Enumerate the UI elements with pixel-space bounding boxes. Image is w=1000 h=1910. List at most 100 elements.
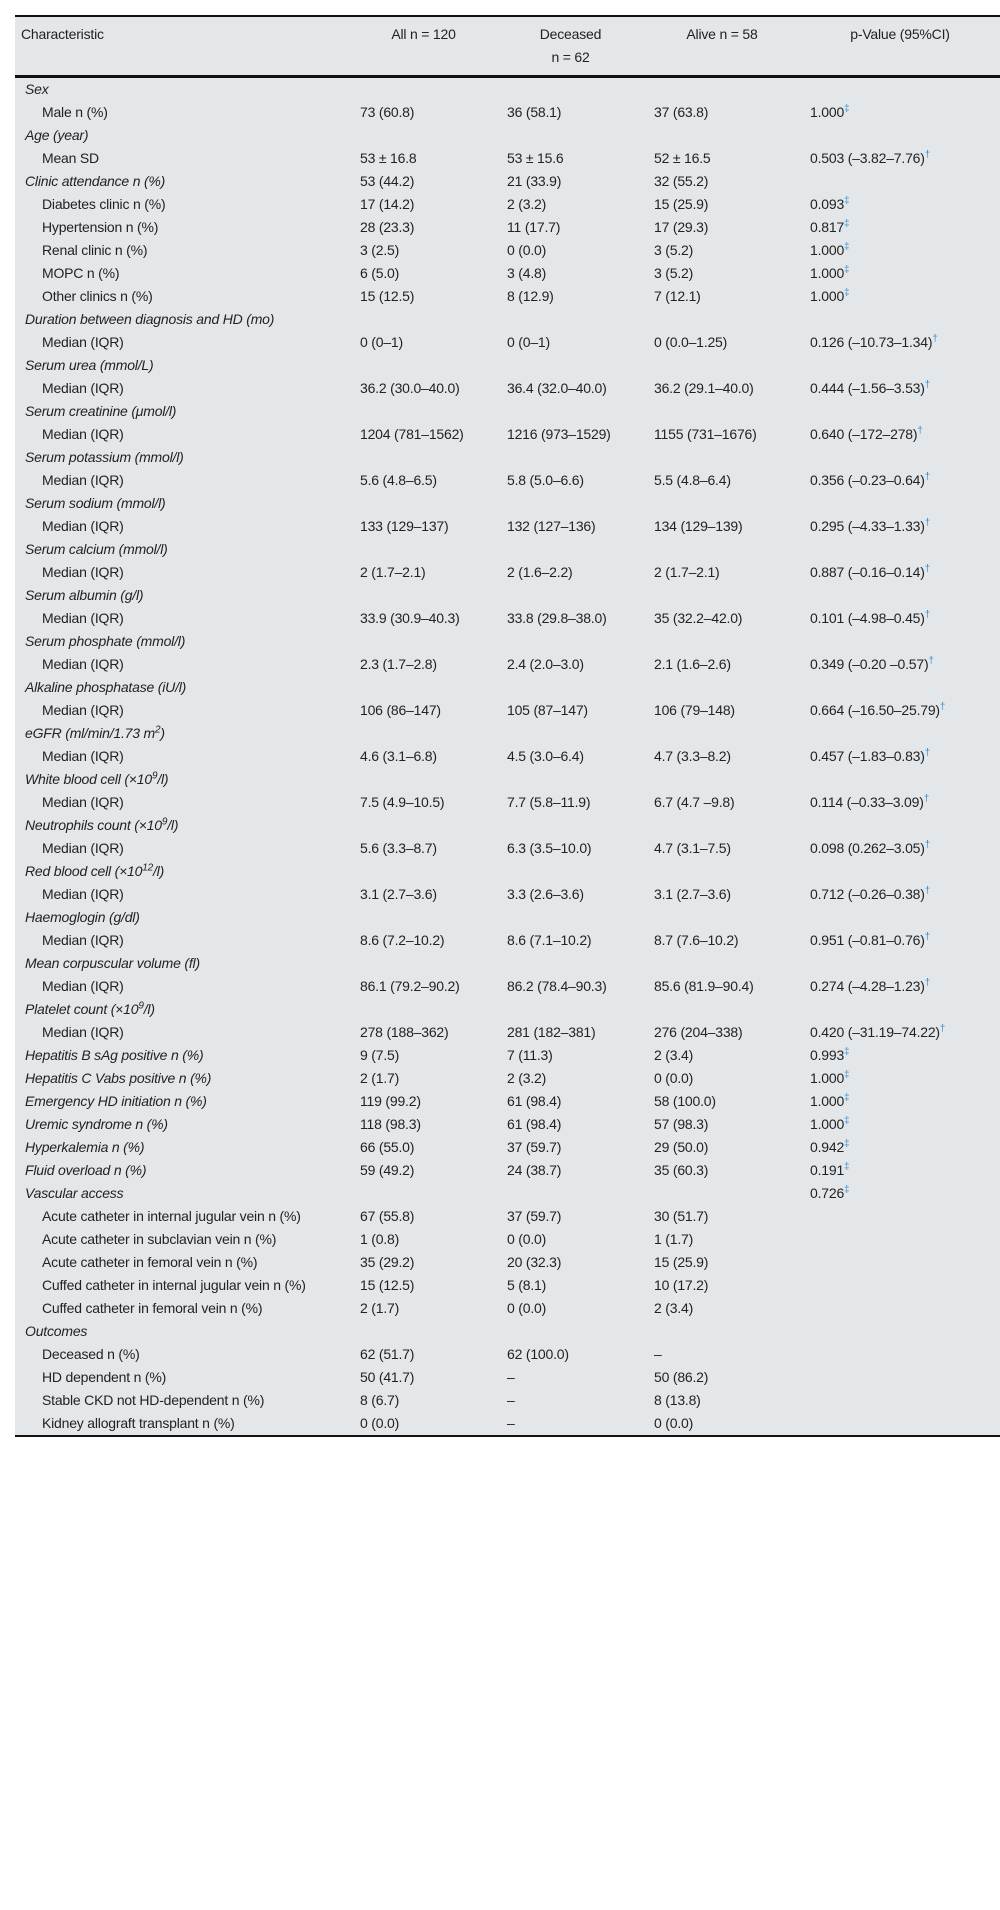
cell-alive: 3 (5.2) <box>654 265 694 281</box>
pvalue-text: 1.000 <box>810 288 845 304</box>
footnote-mark[interactable]: ‡ <box>844 1184 850 1196</box>
footnote-mark[interactable]: ‡ <box>844 1046 850 1058</box>
cell-alive: 35 (32.2–42.0) <box>654 610 743 626</box>
cell-alive <box>644 124 800 147</box>
label-text: Red blood cell (×10 <box>25 863 143 879</box>
footnote-mark[interactable]: ‡ <box>844 1115 850 1127</box>
cell-all: 86.1 (79.2–90.2) <box>360 978 460 994</box>
footnote-mark[interactable]: ‡ <box>844 103 850 115</box>
footnote-mark[interactable]: † <box>924 563 931 575</box>
footnote-mark[interactable]: † <box>939 1023 946 1035</box>
footnote-mark[interactable]: † <box>924 931 931 943</box>
footnote-mark[interactable]: † <box>939 701 946 713</box>
footnote-mark[interactable]: ‡ <box>844 1161 850 1173</box>
label-text: Median (IQR) <box>42 886 124 902</box>
pvalue-text: 1.000 <box>810 1116 845 1132</box>
cell-alive <box>644 998 800 1021</box>
row-label: Age (year) <box>15 124 350 147</box>
label-suffix: /l) <box>157 771 169 787</box>
cell-pvalue: 0.817‡ <box>800 216 1000 239</box>
cell-all: 118 (98.3) <box>360 1116 421 1132</box>
cell-all <box>350 1320 497 1343</box>
table-section-row: Emergency HD initiation n (%) 119 (99.2) 6… <box>15 1090 1000 1113</box>
cell-pvalue <box>800 400 1000 423</box>
cell-deceased: 36.4 (32.0–40.0) <box>507 380 607 396</box>
cell-all: 4.6 (3.1–6.8) <box>360 748 437 764</box>
footnote-mark[interactable]: † <box>928 655 934 667</box>
footnote-mark[interactable]: † <box>924 747 931 759</box>
label-text: Median (IQR) <box>42 656 124 672</box>
cell-deceased: 0 (0–1) <box>507 334 550 350</box>
footnote-mark[interactable]: ‡ <box>844 1092 850 1104</box>
footnote-mark[interactable]: † <box>924 839 931 851</box>
cell-alive: 15 (25.9) <box>654 1254 709 1270</box>
row-label: Mean SD <box>15 147 350 170</box>
footnote-mark[interactable]: ‡ <box>844 218 850 230</box>
footnote-mark[interactable]: † <box>924 517 931 529</box>
cell-alive: 0 (0.0) <box>654 1415 694 1431</box>
footnote-mark[interactable]: ‡ <box>844 287 850 299</box>
footnote-mark[interactable]: † <box>923 793 930 805</box>
row-label: Median (IQR) <box>15 561 350 584</box>
footnote-mark[interactable]: † <box>924 977 931 989</box>
table-row: Renal clinic n (%) 3 (2.5) 0 (0.0) 3 (5.2) 1… <box>15 239 1000 262</box>
footnote-mark[interactable]: † <box>924 149 931 161</box>
cell-deceased: 2 (1.6–2.2) <box>507 564 573 580</box>
cell-alive: 32 (55.2) <box>654 173 709 189</box>
label-text: Clinic attendance n (%) <box>25 173 166 189</box>
row-label: Hyperkalemia n (%) <box>15 1136 350 1159</box>
cell-pvalue: 0.640 (–172–278)† <box>800 423 1000 446</box>
footnote-mark[interactable]: ‡ <box>844 264 850 276</box>
cell-deceased: 105 (87–147) <box>507 702 588 718</box>
row-label: Median (IQR) <box>15 377 350 400</box>
cell-pvalue <box>800 768 1000 791</box>
cell-all <box>350 676 497 699</box>
cell-pvalue: 0.101 (–4.98–0.45)† <box>800 607 1000 630</box>
cell-alive <box>644 906 800 929</box>
footnote-mark[interactable]: ‡ <box>844 1138 850 1150</box>
cell-pvalue <box>800 1205 1000 1228</box>
row-label: Median (IQR) <box>15 331 350 354</box>
label-text: Median (IQR) <box>42 380 124 396</box>
row-label: Serum phosphate (mmol/l) <box>15 630 350 653</box>
table-row: Median (IQR) 33.9 (30.9–40.3) 33.8 (29.8–3… <box>15 607 1000 630</box>
cell-alive: 57 (98.3) <box>654 1116 709 1132</box>
cell-deceased: 2.4 (2.0–3.0) <box>507 656 584 672</box>
cell-deceased: 1216 (973–1529) <box>507 426 611 442</box>
pvalue-text: 0.114 (–0.33–3.09) <box>810 794 924 810</box>
label-text: Fluid overload n (%) <box>25 1162 147 1178</box>
footnote-mark[interactable]: † <box>932 333 938 345</box>
footnote-mark[interactable]: † <box>924 609 931 621</box>
label-suffix: ) <box>160 725 165 741</box>
label-text: MOPC n (%) <box>42 265 120 281</box>
row-label: Red blood cell (×1012/l) <box>15 860 350 883</box>
cell-all <box>350 906 497 929</box>
cell-deceased <box>497 124 644 147</box>
header-alive: Alive n = 58 <box>644 17 800 78</box>
cell-alive <box>644 860 800 883</box>
cell-deceased: 132 (127–136) <box>507 518 596 534</box>
table-row: Median (IQR) 86.1 (79.2–90.2) 86.2 (78.4–9… <box>15 975 1000 998</box>
cell-alive: 2 (3.4) <box>654 1300 694 1316</box>
row-label: Other clinics n (%) <box>15 285 350 308</box>
row-label: Outcomes <box>15 1320 350 1343</box>
cell-alive: 1 (1.7) <box>654 1231 694 1247</box>
footnote-mark[interactable]: ‡ <box>844 195 850 207</box>
footnote-mark[interactable]: † <box>924 379 931 391</box>
label-text: Hepatitis C Vabs positive n (%) <box>25 1070 212 1086</box>
cell-pvalue <box>800 1343 1000 1366</box>
footnote-mark[interactable]: † <box>917 425 923 437</box>
footnote-mark[interactable]: † <box>924 471 931 483</box>
table-section-row: Vascular access 0.726‡ <box>15 1182 1000 1205</box>
cell-deceased: 61 (98.4) <box>507 1093 562 1109</box>
cell-deceased <box>497 676 644 699</box>
footnote-mark[interactable]: † <box>924 885 931 897</box>
footnote-mark[interactable]: ‡ <box>844 241 850 253</box>
label-text: Serum urea (mmol/L) <box>25 357 154 373</box>
label-text: Acute catheter in femoral vein n (%) <box>42 1254 258 1270</box>
cell-pvalue <box>800 1228 1000 1251</box>
cell-all: 62 (51.7) <box>360 1346 415 1362</box>
cell-pvalue: 1.000‡ <box>800 1113 1000 1136</box>
footnote-mark[interactable]: ‡ <box>844 1069 850 1081</box>
cell-alive: 50 (86.2) <box>654 1369 709 1385</box>
